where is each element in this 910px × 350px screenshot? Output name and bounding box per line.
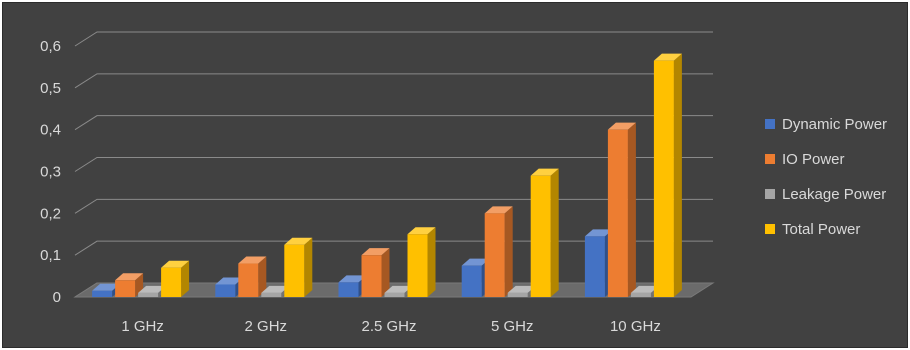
x-tick-label: 10 GHz [610, 318, 661, 335]
legend-label: Dynamic Power [782, 116, 887, 133]
legend-label: Total Power [782, 221, 860, 238]
bar-side [550, 168, 559, 297]
gridline [74, 73, 713, 89]
bar-side [258, 256, 267, 297]
bar-side [673, 53, 682, 298]
bar [92, 290, 113, 297]
bar [484, 213, 505, 297]
bar-top [115, 273, 144, 281]
bar-side [181, 260, 190, 297]
bar [653, 60, 674, 298]
bar [630, 292, 651, 297]
bar [238, 263, 259, 297]
bar-top [461, 258, 490, 266]
gridline [74, 115, 713, 131]
bar [530, 175, 551, 297]
bar [584, 236, 605, 297]
bar-top [407, 227, 436, 235]
bar [138, 292, 159, 297]
legend-swatch [765, 154, 775, 164]
x-tick-label: 2.5 GHz [361, 318, 416, 335]
legend-label: IO Power [782, 151, 845, 168]
bar [507, 292, 528, 297]
bar-top [284, 237, 313, 245]
bar [284, 244, 305, 297]
bar-top [584, 229, 613, 237]
legend-swatch [765, 224, 775, 234]
y-tick-label: 0,4 [40, 122, 61, 139]
x-tick-label: 1 GHz [121, 318, 164, 335]
legend-label: Leakage Power [782, 186, 886, 203]
gridline [74, 31, 713, 47]
bar-side [304, 237, 313, 297]
y-tick-label: 0,5 [40, 80, 61, 97]
bar-top [338, 275, 367, 283]
gridline [74, 198, 713, 214]
bar [261, 292, 282, 297]
bar-top [507, 285, 536, 293]
bar [461, 265, 482, 297]
bar [607, 129, 628, 297]
legend-swatch [765, 119, 775, 129]
y-tick-label: 0,1 [40, 247, 61, 264]
gridline [74, 157, 713, 172]
legend-swatch [765, 189, 775, 199]
bar-side [504, 206, 513, 297]
y-tick-label: 0 [53, 289, 61, 306]
y-tick-label: 0,6 [40, 38, 61, 55]
bar-top [261, 285, 290, 293]
bar-top [138, 285, 167, 293]
bar-top [161, 260, 190, 268]
bar-top [484, 206, 513, 214]
chart-canvas: 0 0,1 0,2 0,3 0,4 0,5 0,6 1 GHz 2 GHz 2.5 GHz 5 GH… [40, 31, 887, 335]
bar-side [381, 248, 390, 297]
bar-top [630, 285, 659, 293]
x-tick-label: 5 GHz [491, 318, 534, 335]
bar [407, 234, 428, 297]
bar-top [361, 248, 390, 256]
bar-top [238, 256, 267, 264]
x-tick-label: 2 GHz [245, 318, 288, 335]
y-tick-label: 0,3 [40, 164, 61, 181]
bar-top [384, 285, 413, 293]
bar [338, 282, 359, 297]
bar-top [215, 277, 244, 285]
bar [161, 267, 182, 297]
bar-top [530, 168, 559, 176]
bar [215, 284, 236, 297]
bar-side [427, 227, 436, 297]
bar-side [627, 122, 636, 298]
y-tick-label: 0,2 [40, 205, 61, 222]
bar [361, 255, 382, 297]
bar [115, 280, 136, 297]
bar-top [92, 283, 121, 291]
bar-top [607, 122, 636, 130]
bar-top [653, 53, 682, 61]
bar [384, 292, 405, 297]
